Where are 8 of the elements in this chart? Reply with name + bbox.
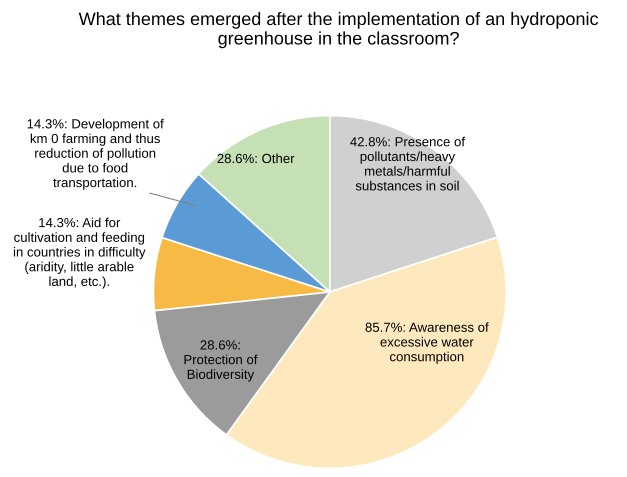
slice-label: 14.3%: Development of km 0 farming and thus reduction of pollution due to food transportation.	[28, 118, 164, 190]
data-label: 28.6%:	[200, 340, 240, 350]
slice-label: 28.6%: Other	[218, 153, 294, 164]
chart-title: What themes emerged after the implementation of an hydroponic greenhouse in the classroom?	[78, 12, 598, 48]
slice-label: 42.8%: Presence of pollutants/heavy metals/harmful substances in soil	[350, 136, 466, 190]
slice-label: 14.3%: Aid for cultivation and feeding in countries in difficulty (aridity, little arable land, etc.).	[14, 218, 146, 289]
slice-label: Protection of Biodiversity	[184, 354, 258, 382]
slice-label: 85.7%: Awareness of excessive water consumption	[366, 322, 489, 364]
